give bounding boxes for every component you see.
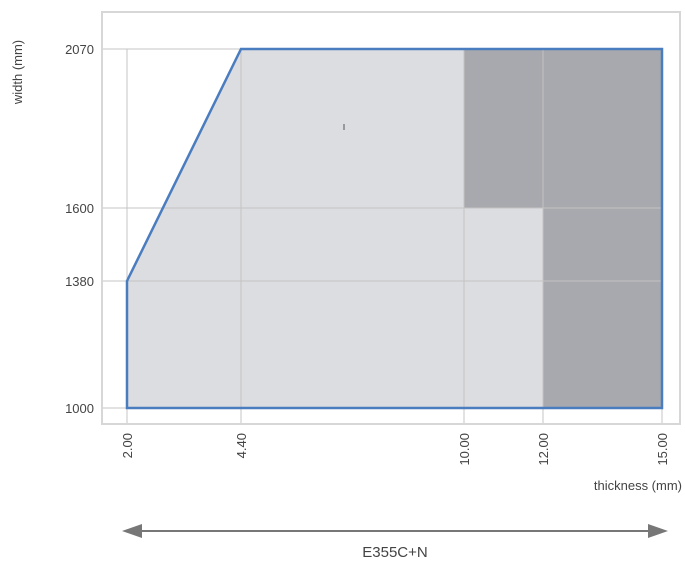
- x-tick-label: 4.40: [234, 433, 249, 458]
- x-axis-label: thickness (mm): [594, 478, 682, 493]
- x-tick-label: 10.00: [457, 433, 472, 466]
- range-arrow-head-left: [122, 524, 142, 538]
- regions: [127, 49, 662, 408]
- range-arrow-head-right: [648, 524, 668, 538]
- x-tick-label: 12.00: [536, 433, 551, 466]
- range-outline: [125, 47, 664, 410]
- outline-layer: [125, 47, 664, 410]
- range-label: E355C+N: [362, 544, 427, 561]
- y-tick-labels: 1000 1380 1600 2070: [65, 42, 94, 416]
- range-arrow: [122, 524, 668, 538]
- y-tick-label: 1380: [65, 274, 94, 289]
- y-tick-label: 1600: [65, 201, 94, 216]
- plot-frame: [101, 11, 681, 425]
- x-tick-label: 15.00: [655, 433, 670, 466]
- y-tick-label: 1000: [65, 401, 94, 416]
- region-restricted-range: [464, 49, 662, 408]
- y-tick-label: 2070: [65, 42, 94, 57]
- y-axis-label: width (mm): [10, 40, 25, 105]
- x-tick-label: 2.00: [120, 433, 135, 458]
- x-tick-labels: 2.00 4.40 10.00 12.00 15.00: [120, 433, 670, 466]
